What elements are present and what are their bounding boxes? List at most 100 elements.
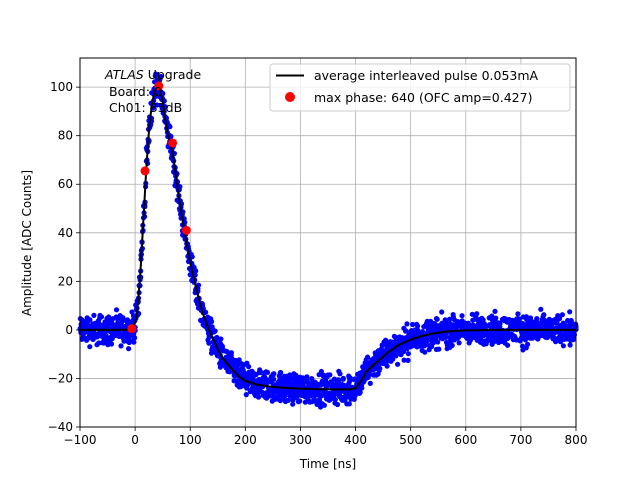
sample-point: [567, 342, 573, 348]
y-tick-label: −20: [48, 371, 73, 385]
x-axis-ticks: −100 0 100 200 300 400 500 600 700 800: [64, 427, 588, 447]
x-tick-label: 0: [131, 433, 139, 447]
sample-point: [509, 317, 516, 323]
sample-point: [436, 346, 442, 352]
sample-point: [98, 314, 105, 320]
sample-point: [91, 312, 97, 318]
sample-point: [346, 401, 352, 407]
sample-point: [236, 357, 242, 363]
sample-point: [365, 354, 371, 360]
sample-point: [390, 356, 396, 362]
legend-line-label: average interleaved pulse 0.053mA: [314, 68, 539, 83]
sample-point: [367, 380, 373, 386]
sample-point: [567, 309, 573, 315]
sample-point: [474, 311, 480, 317]
sample-point: [321, 402, 327, 408]
y-tick-label: 60: [58, 177, 73, 191]
max-phase-point: [168, 138, 178, 148]
y-tick-label: 20: [58, 274, 73, 288]
sample-point: [400, 349, 407, 355]
atlas-annotation: ATLAS Upgrade Board: 0 Ch01: 35dB: [104, 67, 201, 115]
y-tick-label: 80: [58, 129, 73, 143]
sample-point: [154, 102, 160, 108]
sample-point: [456, 340, 462, 346]
sample-point: [516, 316, 523, 322]
sample-point: [415, 323, 421, 329]
plot-frame: [79, 57, 577, 428]
annotation-experiment: ATLAS Upgrade: [104, 67, 201, 82]
sample-point: [435, 339, 441, 345]
sample-point: [304, 374, 310, 380]
sample-point: [131, 339, 137, 345]
sample-point: [538, 306, 544, 312]
annotation-board: Board: 0: [109, 84, 162, 99]
legend-point-swatch: [285, 92, 295, 102]
y-tick-label: 100: [50, 80, 73, 94]
sample-point: [113, 307, 120, 313]
sample-point: [278, 369, 284, 376]
sample-point: [87, 344, 93, 350]
annotation-upgrade: Upgrade: [144, 67, 202, 82]
sample-point: [118, 343, 124, 349]
legend-point-label: max phase: 640 (OFC amp=0.427): [314, 90, 532, 105]
sample-point: [489, 313, 495, 319]
sample-point: [294, 394, 300, 400]
y-tick-label: −40: [48, 420, 73, 434]
sample-point: [534, 316, 540, 322]
sample-point: [328, 396, 334, 402]
sample-point: [259, 370, 265, 376]
sample-point: [492, 308, 498, 314]
max-phase-point: [181, 225, 191, 235]
sample-point: [347, 375, 353, 381]
x-tick-label: 800: [565, 433, 588, 447]
x-tick-label: −100: [64, 433, 97, 447]
sample-point: [153, 71, 159, 77]
sample-point: [459, 313, 465, 319]
sample-point: [189, 254, 195, 260]
sample-point: [120, 315, 126, 321]
sample-point: [290, 401, 296, 407]
max-phase-point: [154, 81, 164, 91]
sample-point: [340, 376, 346, 382]
sample-point: [515, 311, 521, 317]
sample-point: [420, 329, 426, 335]
sample-point: [108, 341, 115, 347]
sample-point: [439, 309, 445, 315]
x-tick-label: 400: [344, 433, 367, 447]
sample-point: [217, 364, 223, 370]
x-axis-label: Time [ns]: [299, 457, 356, 471]
sample-point: [255, 394, 262, 400]
sample-point: [271, 376, 277, 382]
x-tick-label: 100: [179, 433, 202, 447]
sample-point: [206, 340, 212, 346]
x-tick-label: 300: [289, 433, 312, 447]
annotation-atlas: ATLAS: [104, 67, 144, 82]
sample-point: [243, 392, 249, 398]
sample-point: [384, 363, 390, 369]
sample-point: [565, 317, 571, 324]
sample-point: [126, 346, 132, 352]
sample-point: [560, 343, 567, 349]
sample-point: [332, 397, 338, 403]
sample-point: [422, 349, 428, 355]
x-tick-label: 700: [509, 433, 532, 447]
sample-point: [264, 369, 271, 375]
sample-point: [318, 368, 324, 375]
sample-point: [255, 390, 261, 396]
x-tick-label: 200: [234, 433, 257, 447]
sample-point: [334, 401, 341, 408]
sample-point: [246, 364, 252, 370]
average-pulse-line: [80, 83, 576, 391]
sample-point: [297, 398, 303, 404]
y-tick-label: 0: [65, 323, 73, 337]
sample-point: [527, 315, 534, 321]
sample-point: [401, 357, 407, 363]
sample-point: [469, 311, 475, 317]
sample-point: [367, 372, 373, 378]
sample-point: [525, 341, 531, 347]
sample-point: [285, 397, 291, 403]
sample-point: [167, 124, 173, 130]
legend: average interleaved pulse 0.053mA max ph…: [269, 63, 571, 112]
sample-point: [559, 312, 566, 318]
